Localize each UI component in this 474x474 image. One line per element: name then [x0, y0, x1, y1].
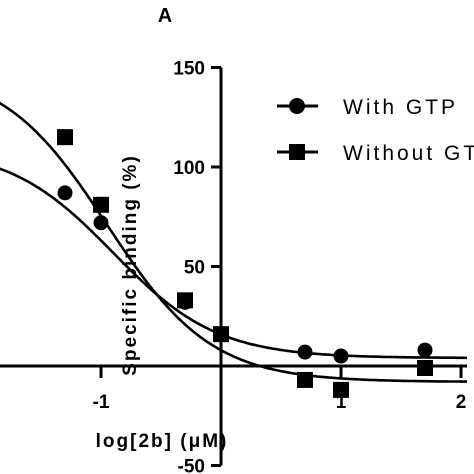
x-axis-label: log[2b] (μM)	[96, 431, 229, 452]
y-tick-label: 50	[184, 258, 205, 279]
data-point-circle	[57, 185, 73, 201]
x-tick-label: 1	[336, 392, 347, 413]
panel-label: A	[158, 5, 172, 27]
data-point-square	[93, 196, 109, 213]
data-point-circle	[417, 342, 433, 358]
fit-curve-2	[0, 101, 467, 383]
y-tick-label: 150	[173, 59, 205, 80]
legend: With GTP Without GTP	[277, 96, 474, 165]
legend-label: Without GTP	[343, 142, 474, 165]
axes: -50 50 100 150 -1 1 2	[0, 59, 467, 474]
y-axis-label: Specific binding (%)	[120, 154, 141, 376]
data-point-square	[333, 381, 349, 398]
fit-curve-1	[0, 167, 467, 360]
data-point-square	[297, 371, 313, 388]
y-tick-label: -50	[178, 457, 205, 474]
x-tick-label: -1	[93, 392, 110, 413]
data-point-square	[57, 129, 73, 146]
data-point-circle	[93, 215, 109, 231]
data-point-circle	[297, 344, 313, 360]
legend-marker-square	[289, 144, 305, 160]
legend-label: With GTP	[343, 96, 458, 119]
y-tick-label: 100	[173, 158, 205, 179]
data-point-circle	[333, 348, 349, 364]
legend-marker-circle	[289, 98, 305, 114]
x-tick-label: 2	[456, 392, 467, 413]
fit-curves	[0, 101, 467, 383]
data-point-square	[417, 359, 433, 376]
data-point-square	[177, 292, 193, 309]
data-points	[57, 129, 433, 398]
data-point-square	[213, 326, 229, 343]
